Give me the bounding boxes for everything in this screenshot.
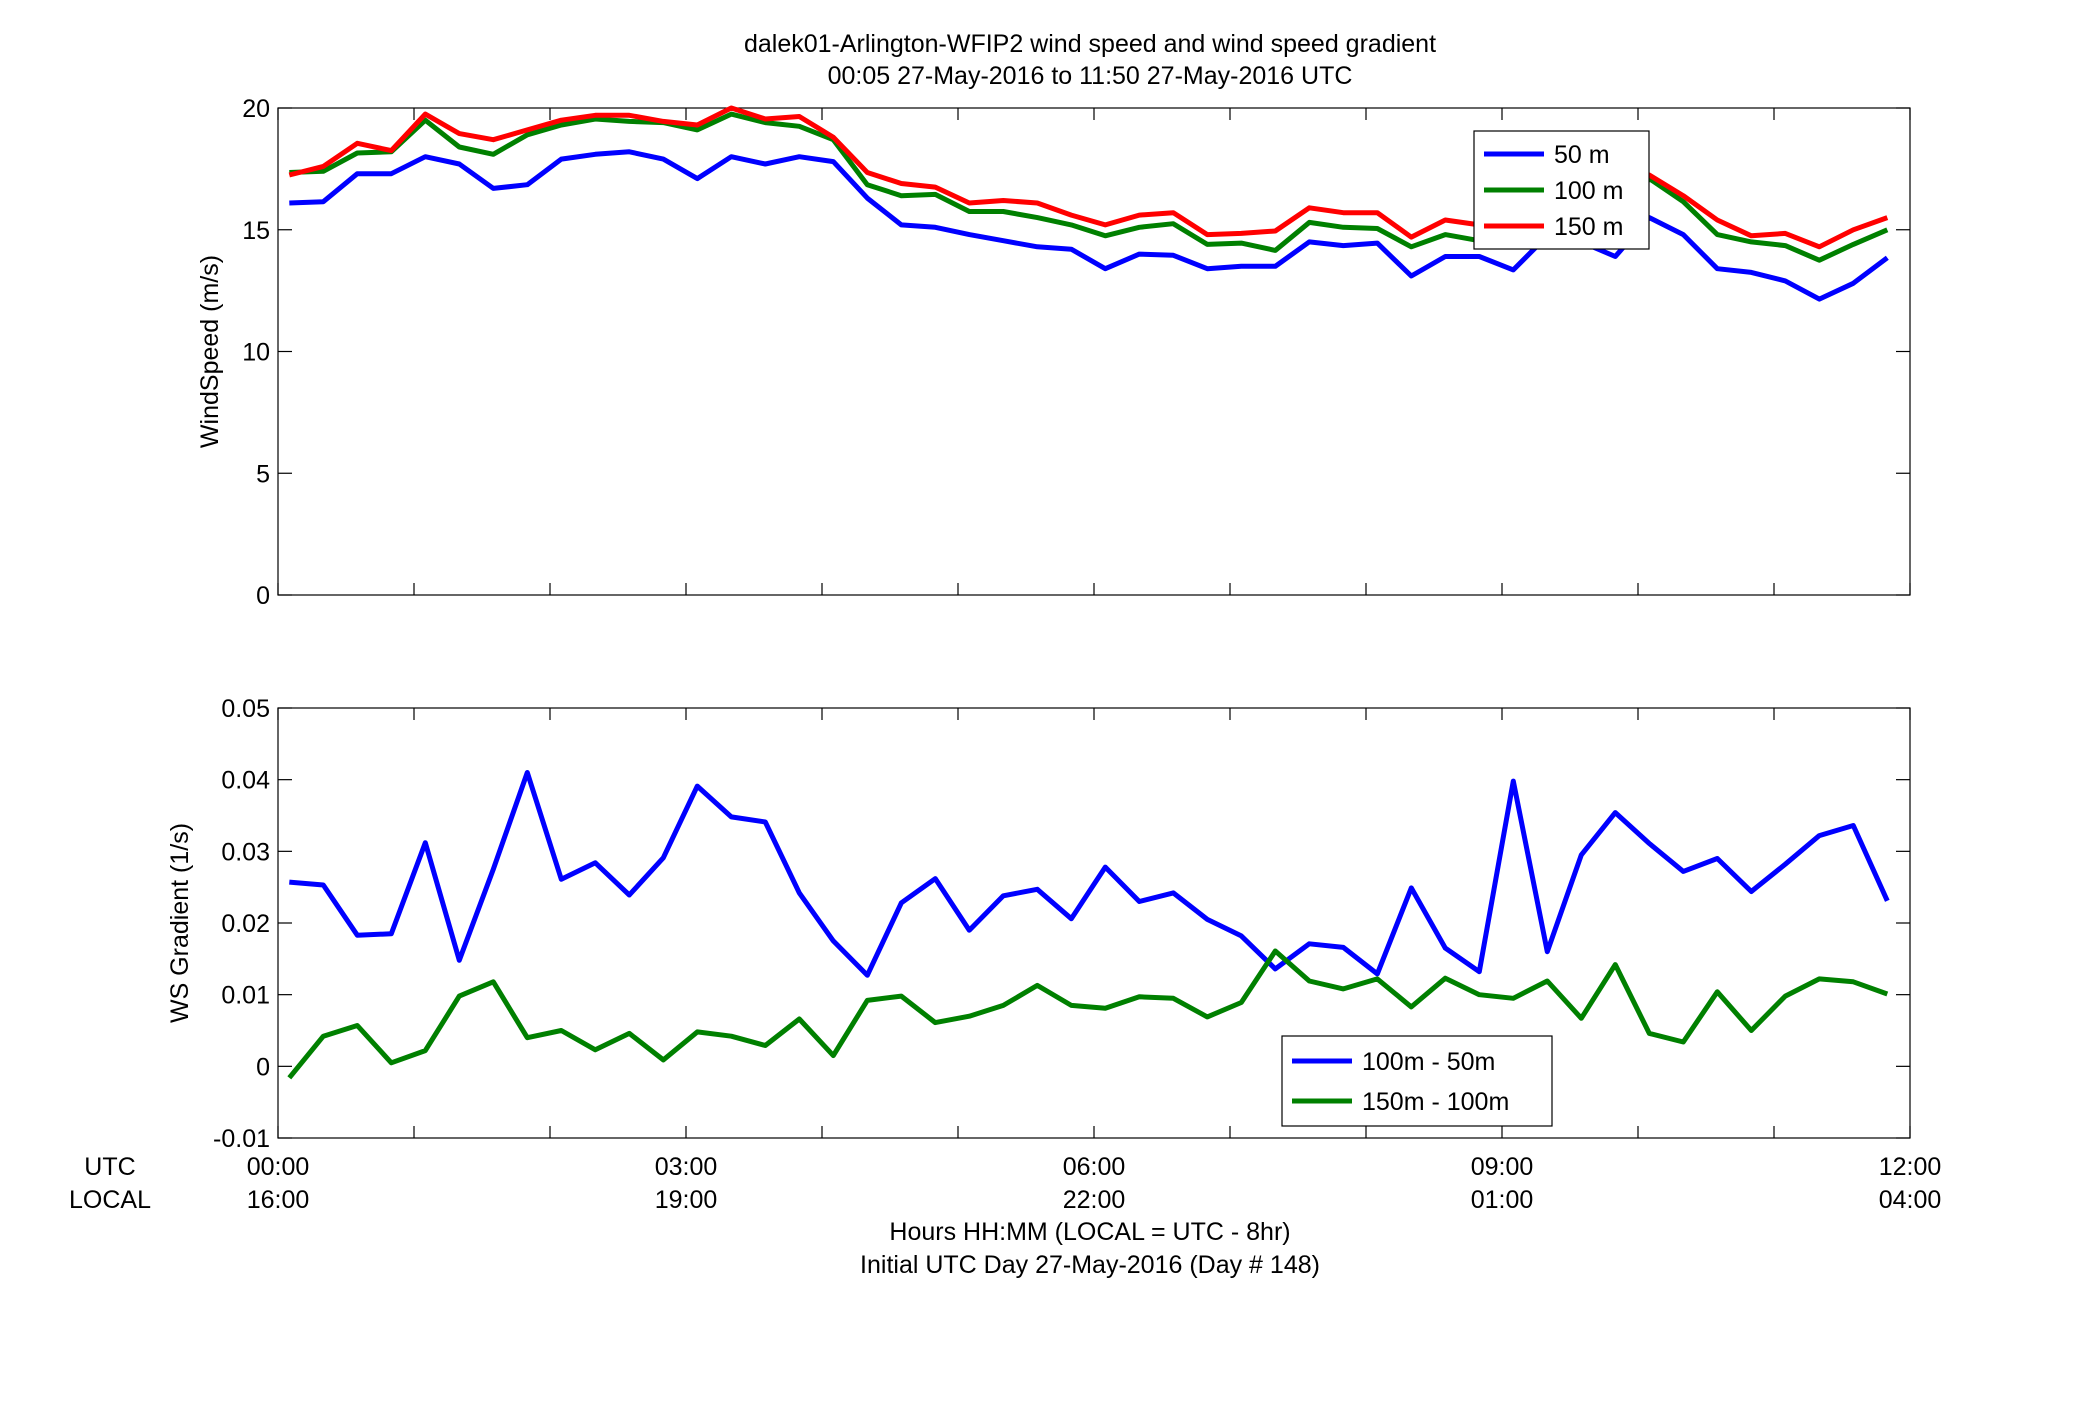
legend-label: 100m - 50m bbox=[1362, 1048, 1495, 1076]
y-tick-label: 15 bbox=[242, 217, 270, 245]
y-tick-label: 0.01 bbox=[221, 982, 270, 1010]
x-tick-label-local: 16:00 bbox=[247, 1186, 310, 1214]
x-tick-label-local: 04:00 bbox=[1879, 1186, 1942, 1214]
legend: 100m - 50m 150m - 100m bbox=[1281, 1035, 1553, 1127]
y-axis-label: WindSpeed (m/s) bbox=[196, 255, 224, 448]
y-tick-label: 0 bbox=[256, 582, 270, 610]
series-line bbox=[289, 770, 1890, 978]
x-tick-label-utc: 06:00 bbox=[1063, 1153, 1126, 1181]
y-tick-label: 5 bbox=[256, 460, 270, 488]
y-tick-label: 0.03 bbox=[221, 838, 270, 866]
windspeed-panel: 0 5 10 15 20 WindSpeed (m/s) 50 m 100 m 150 m bbox=[196, 95, 1911, 610]
y-tick-label: 0.05 bbox=[221, 695, 270, 723]
legend-label: 150 m bbox=[1554, 213, 1623, 241]
local-row-label: LOCAL bbox=[69, 1186, 151, 1214]
axes-box bbox=[277, 107, 1911, 596]
x-tick-label-utc: 12:00 bbox=[1879, 1153, 1942, 1181]
y-tick-label: -0.01 bbox=[213, 1125, 270, 1153]
y-tick-label: 0.04 bbox=[221, 767, 270, 795]
x-tick-label-local: 01:00 bbox=[1471, 1186, 1534, 1214]
y-tick-label: 10 bbox=[242, 339, 270, 367]
legend-box bbox=[1281, 1035, 1553, 1127]
x-axis-label-2: Initial UTC Day 27-May-2016 (Day # 148) bbox=[860, 1251, 1320, 1279]
legend-label: 150m - 100m bbox=[1362, 1088, 1509, 1116]
series-line bbox=[289, 149, 1889, 302]
y-tick-label: 20 bbox=[242, 95, 270, 123]
x-axis-label: Hours HH:MM (LOCAL = UTC - 8hr) bbox=[889, 1218, 1290, 1246]
chart-subtitle: 00:05 27-May-2016 to 11:50 27-May-2016 U… bbox=[828, 62, 1353, 90]
x-tick-label-local: 19:00 bbox=[655, 1186, 718, 1214]
legend: 50 m 100 m 150 m bbox=[1473, 130, 1650, 250]
legend-label: 50 m bbox=[1554, 141, 1610, 169]
y-tick-label: 0.02 bbox=[221, 910, 270, 938]
axes-box bbox=[277, 707, 1911, 1139]
legend-label: 100 m bbox=[1554, 177, 1623, 205]
x-tick-label-utc: 00:00 bbox=[247, 1153, 310, 1181]
y-axis-label: WS Gradient (1/s) bbox=[166, 823, 194, 1023]
utc-row-label: UTC bbox=[84, 1153, 135, 1181]
y-tick-label: 0 bbox=[256, 1053, 270, 1081]
x-tick-label-local: 22:00 bbox=[1063, 1186, 1126, 1214]
series-line bbox=[287, 948, 1889, 1080]
x-tick-label-utc: 09:00 bbox=[1471, 1153, 1534, 1181]
chart-title: dalek01-Arlington-WFIP2 wind speed and w… bbox=[744, 30, 1436, 58]
x-tick-labels: 00:00 16:00 03:00 19:00 06:00 22:00 09:00 01:00… bbox=[247, 1153, 1942, 1214]
x-tick-label-utc: 03:00 bbox=[655, 1153, 718, 1181]
gradient-panel: -0.01 0 0.01 0.02 0.03 0.04 0.05 WS Gradient (1… bbox=[166, 695, 1911, 1153]
